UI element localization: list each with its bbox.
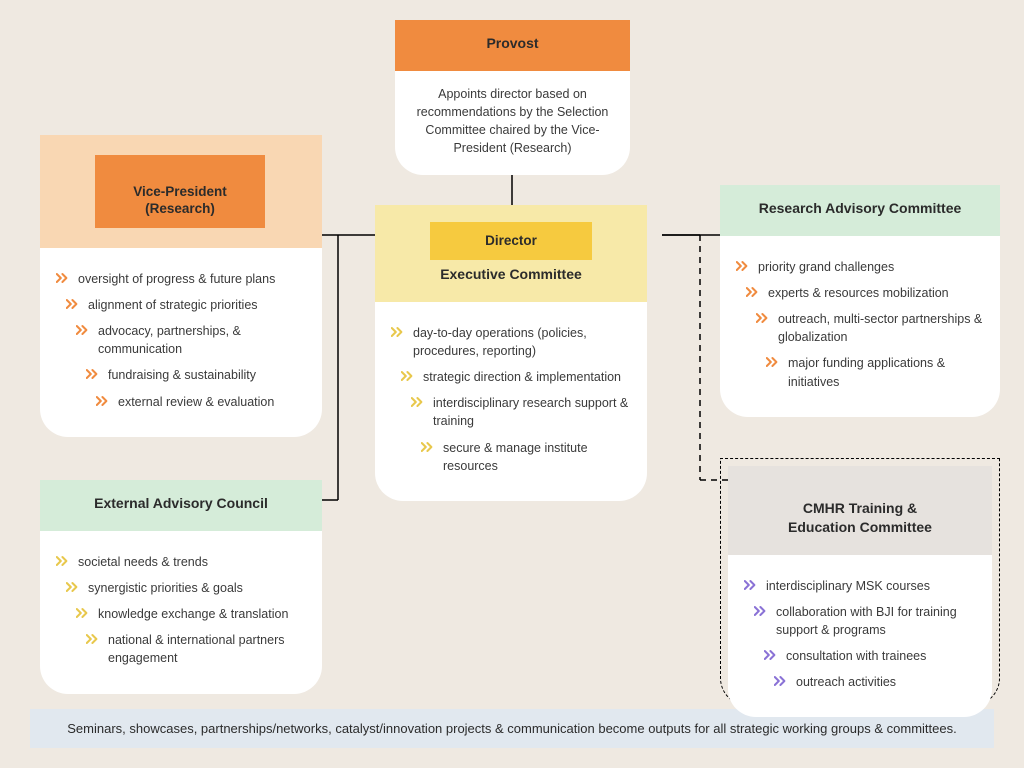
- training-title: CMHR Training & Education Committee: [788, 500, 932, 535]
- list-item: knowledge exchange & translation: [76, 605, 306, 623]
- list-item: outreach activities: [774, 673, 976, 691]
- provost-title: Provost: [486, 35, 538, 51]
- list-item: consultation with trainees: [764, 647, 976, 665]
- vp-pill: Vice-President (Research): [95, 155, 265, 228]
- training-list: interdisciplinary MSK courses collaborati…: [744, 577, 976, 692]
- director-pill: Director: [430, 222, 592, 260]
- training-card: CMHR Training & Education Committee inte…: [728, 466, 992, 717]
- provost-desc: Appoints director based on recommendatio…: [417, 87, 609, 155]
- list-item: fundraising & sustainability: [86, 366, 306, 384]
- list-item-text: fundraising & sustainability: [108, 368, 256, 382]
- list-item: interdisciplinary research support & tra…: [411, 394, 631, 430]
- list-item: synergistic priorities & goals: [66, 579, 306, 597]
- executive-list: day-to-day operations (policies, procedu…: [391, 324, 631, 475]
- research-card: Research Advisory Committee priority gra…: [720, 185, 1000, 417]
- list-item: experts & resources mobilization: [746, 284, 984, 302]
- list-item: interdisciplinary MSK courses: [744, 577, 976, 595]
- vp-pill-label: Vice-President (Research): [133, 184, 227, 217]
- list-item: secure & manage institute resources: [421, 439, 631, 475]
- list-item-text: alignment of strategic priorities: [88, 298, 258, 312]
- external-list: societal needs & trends synergistic prior…: [56, 553, 306, 668]
- list-item-text: interdisciplinary MSK courses: [766, 579, 930, 593]
- list-item: alignment of strategic priorities: [66, 296, 306, 314]
- list-item-text: oversight of progress & future plans: [78, 272, 275, 286]
- list-item-text: outreach, multi-sector partnerships & gl…: [778, 312, 982, 344]
- list-item: day-to-day operations (policies, procedu…: [391, 324, 631, 360]
- list-item-text: consultation with trainees: [786, 649, 926, 663]
- list-item: societal needs & trends: [56, 553, 306, 571]
- list-item: priority grand challenges: [736, 258, 984, 276]
- director-pill-label: Director: [485, 233, 537, 248]
- list-item: external review & evaluation: [96, 393, 306, 411]
- list-item-text: national & international partners engage…: [108, 633, 285, 665]
- list-item: advocacy, partnerships, & communication: [76, 322, 306, 358]
- research-list: priority grand challenges experts & resou…: [736, 258, 984, 391]
- list-item-text: priority grand challenges: [758, 260, 894, 274]
- list-item: oversight of progress & future plans: [56, 270, 306, 288]
- footer-text: Seminars, showcases, partnerships/networ…: [67, 721, 956, 736]
- list-item-text: synergistic priorities & goals: [88, 581, 243, 595]
- provost-card: Provost Appoints director based on recom…: [395, 20, 630, 175]
- external-card: External Advisory Council societal needs…: [40, 480, 322, 694]
- list-item-text: external review & evaluation: [118, 395, 274, 409]
- list-item-text: societal needs & trends: [78, 555, 208, 569]
- list-item: national & international partners engage…: [86, 631, 306, 667]
- list-item-text: knowledge exchange & translation: [98, 607, 288, 621]
- research-title: Research Advisory Committee: [759, 200, 962, 216]
- list-item: outreach, multi-sector partnerships & gl…: [756, 310, 984, 346]
- list-item-text: strategic direction & implementation: [423, 370, 621, 384]
- list-item-text: collaboration with BJI for training supp…: [776, 605, 957, 637]
- list-item-text: major funding applications & initiatives: [788, 356, 945, 388]
- list-item-text: advocacy, partnerships, & communication: [98, 324, 241, 356]
- list-item-text: outreach activities: [796, 675, 896, 689]
- list-item: collaboration with BJI for training supp…: [754, 603, 976, 639]
- list-item: strategic direction & implementation: [401, 368, 631, 386]
- list-item: major funding applications & initiatives: [766, 354, 984, 390]
- external-title: External Advisory Council: [94, 495, 268, 511]
- list-item-text: day-to-day operations (policies, procedu…: [413, 326, 587, 358]
- list-item-text: secure & manage institute resources: [443, 441, 588, 473]
- list-item-text: interdisciplinary research support & tra…: [433, 396, 628, 428]
- list-item-text: experts & resources mobilization: [768, 286, 949, 300]
- governing-list: oversight of progress & future plans alig…: [56, 270, 306, 411]
- executive-title: Executive Committee: [440, 266, 582, 282]
